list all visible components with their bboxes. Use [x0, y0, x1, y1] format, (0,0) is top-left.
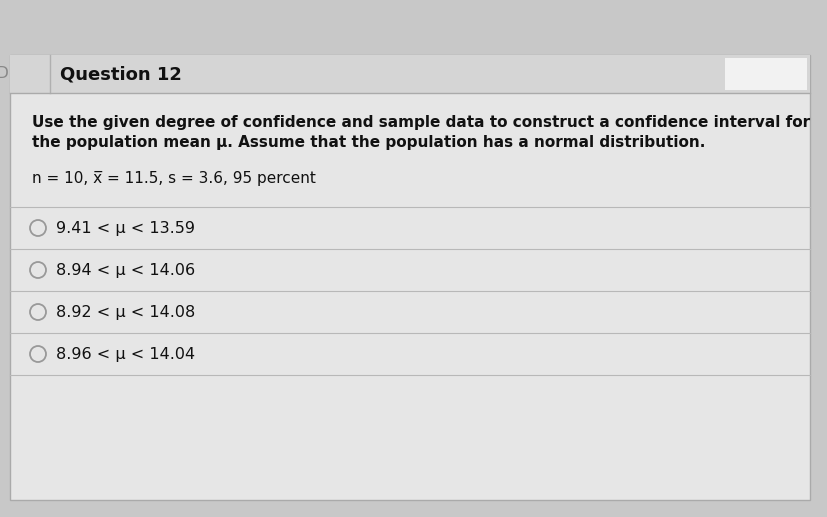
Text: the population mean μ. Assume that the population has a normal distribution.: the population mean μ. Assume that the p…: [32, 135, 705, 150]
Text: 9.41 < μ < 13.59: 9.41 < μ < 13.59: [56, 220, 195, 236]
Text: 8.96 < μ < 14.04: 8.96 < μ < 14.04: [56, 346, 195, 361]
FancyBboxPatch shape: [10, 55, 809, 500]
Text: 8.94 < μ < 14.06: 8.94 < μ < 14.06: [56, 263, 195, 278]
Text: D: D: [0, 67, 8, 82]
Text: 8.92 < μ < 14.08: 8.92 < μ < 14.08: [56, 305, 195, 320]
Text: Question 12: Question 12: [60, 65, 182, 83]
FancyBboxPatch shape: [724, 58, 806, 90]
Text: n = 10, x̅ = 11.5, s = 3.6, 95 percent: n = 10, x̅ = 11.5, s = 3.6, 95 percent: [32, 171, 315, 186]
FancyBboxPatch shape: [10, 55, 809, 93]
Text: Use the given degree of confidence and sample data to construct a confidence int: Use the given degree of confidence and s…: [32, 115, 809, 130]
